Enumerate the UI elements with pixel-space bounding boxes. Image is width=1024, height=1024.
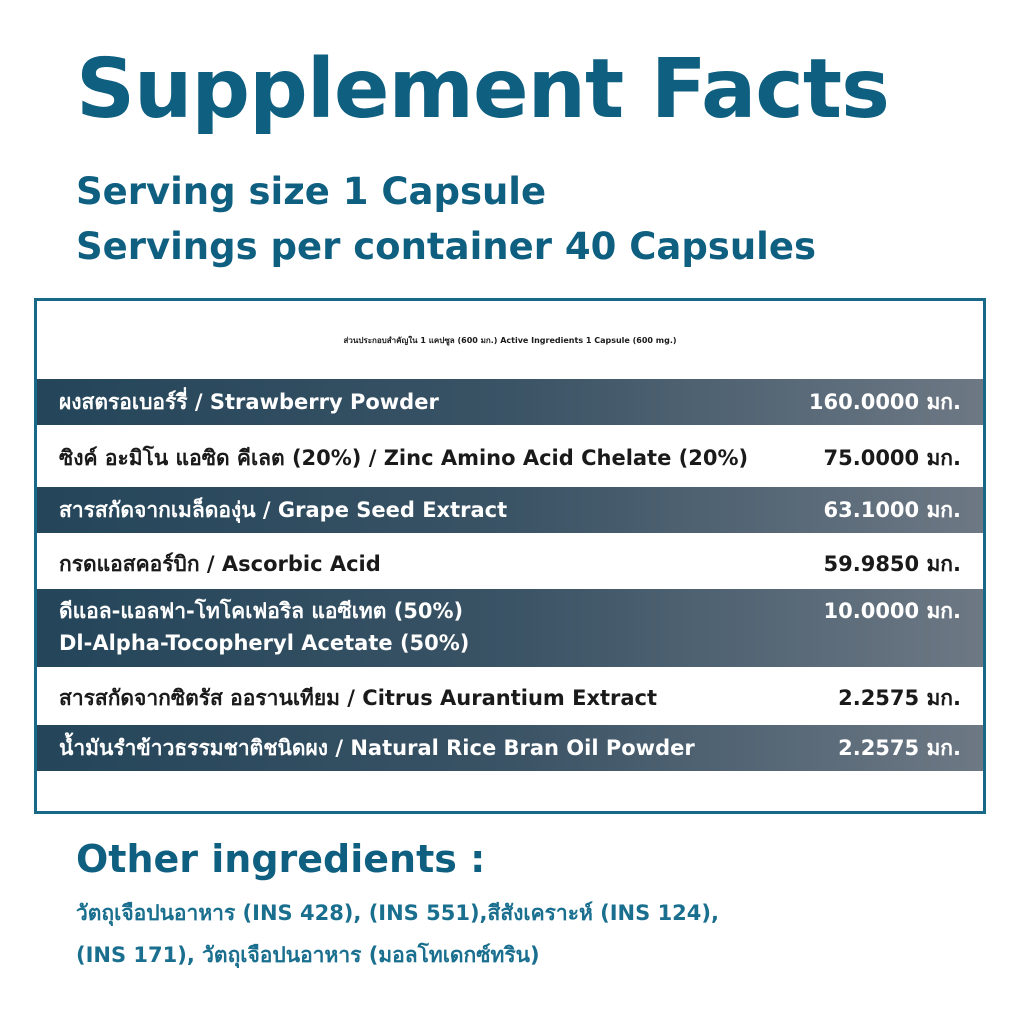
ingredient-row: น้ำมันรำข้าวธรรมชาติชนิดผง / Natural Ric… — [37, 725, 983, 771]
ingredient-row: ดีแอล-แอลฟา-โทโคเฟอริล แอซีเทต (50%) Dl-… — [37, 589, 983, 667]
ingredient-amount: 2.2575 มก. — [838, 736, 961, 760]
ingredients-panel: ส่วนประกอบสำคัญใน 1 แคปซูล (600 มก.) Act… — [34, 298, 986, 814]
ingredient-amount: 10.0000 มก. — [823, 599, 962, 623]
ingredient-amount: 63.1000 มก. — [823, 498, 962, 522]
ingredient-name: กรดแอสคอร์บิก / Ascorbic Acid — [59, 552, 381, 576]
ingredient-name: สารสกัดจากเมล็ดองุ่น / Grape Seed Extrac… — [59, 498, 508, 522]
ingredient-name-thai: ดีแอล-แอลฟา-โทโคเฟอริล แอซีเทต (50%) — [59, 599, 464, 623]
serving-size: Serving size 1 Capsule — [76, 170, 547, 213]
ingredient-row: ผงสตรอเบอร์รี่ / Strawberry Powder 160.0… — [37, 379, 983, 425]
ingredient-name: น้ำมันรำข้าวธรรมชาติชนิดผง / Natural Ric… — [59, 736, 695, 760]
ingredient-row: ซิงค์ อะมิโน แอซิด คีเลต (20%) / Zinc Am… — [37, 433, 983, 483]
ingredient-name-english: Dl-Alpha-Tocopheryl Acetate (50%) — [59, 631, 470, 655]
ingredient-amount: 160.0000 มก. — [808, 390, 961, 414]
other-ingredients-title: Other ingredients : — [76, 837, 486, 881]
ingredient-amount: 75.0000 มก. — [823, 446, 962, 470]
ingredient-name: ซิงค์ อะมิโน แอซิด คีเลต (20%) / Zinc Am… — [59, 446, 749, 470]
servings-per-container: Servings per container 40 Capsules — [76, 225, 816, 268]
page-title: Supplement Facts — [76, 42, 890, 137]
panel-header: ส่วนประกอบสำคัญใน 1 แคปซูล (600 มก.) Act… — [343, 335, 677, 345]
ingredient-name: สารสกัดจากซิตรัส ออรานเทียม / Citrus Aur… — [59, 686, 658, 710]
ingredient-row: กรดแอสคอร์บิก / Ascorbic Acid 59.9850 มก… — [37, 539, 983, 589]
ingredient-row: สารสกัดจากเมล็ดองุ่น / Grape Seed Extrac… — [37, 487, 983, 533]
ingredient-name: ดีแอล-แอลฟา-โทโคเฟอริล แอซีเทต (50%) Dl-… — [59, 595, 469, 659]
ingredient-row: สารสกัดจากซิตรัส ออรานเทียม / Citrus Aur… — [37, 673, 983, 723]
other-ingredients-line: วัตถุเจือปนอาหาร (INS 428), (INS 551),สี… — [76, 901, 719, 925]
ingredient-amount: 2.2575 มก. — [838, 686, 961, 710]
ingredient-name: ผงสตรอเบอร์รี่ / Strawberry Powder — [59, 390, 439, 414]
other-ingredients-line: (INS 171), วัตถุเจือปนอาหาร (มอลโทเดกซ์ท… — [76, 943, 540, 967]
ingredient-amount: 59.9850 มก. — [823, 552, 962, 576]
